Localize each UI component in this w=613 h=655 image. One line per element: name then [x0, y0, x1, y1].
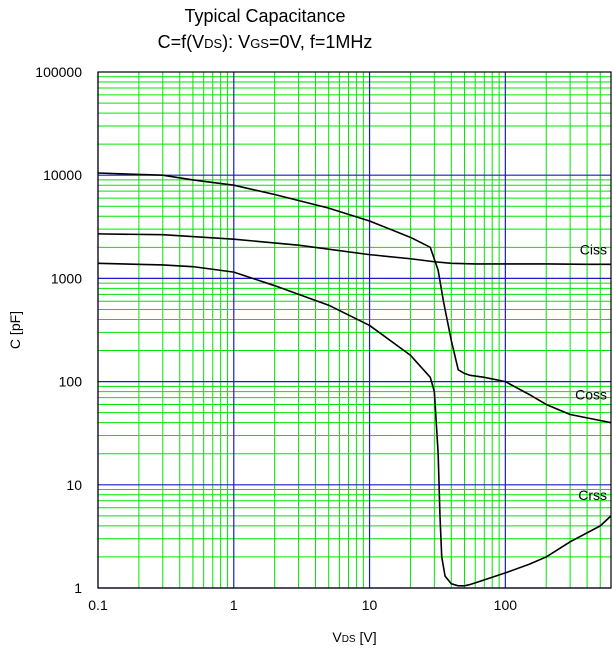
minor-grid — [98, 72, 612, 588]
series-line-ciss — [97, 233, 611, 266]
y-tick-label: 100000 — [35, 64, 82, 80]
y-tick-label: 1 — [74, 580, 82, 596]
y-tick-label: 100 — [59, 374, 83, 390]
major-grid — [97, 72, 611, 589]
series-label-coss: Coss — [575, 386, 607, 402]
series-curves — [97, 172, 612, 587]
series-labels: Ciss Coss Crss — [575, 242, 607, 503]
series-label-ciss: Ciss — [580, 242, 607, 258]
chart-title: Typical Capacitance — [184, 6, 346, 26]
subtitle-part-3: ): V — [222, 32, 251, 52]
y-tick-label: 10000 — [43, 167, 82, 183]
y-tick-label: 10 — [66, 477, 82, 493]
y-tick-labels: 1 10 100 1000 10000 100000 — [35, 64, 82, 596]
subtitle-part-5: =0V, f=1MHz — [268, 32, 373, 52]
y-tick-label: 1000 — [51, 270, 82, 286]
plot-frame — [97, 71, 612, 589]
x-tick-label: 10 — [362, 597, 378, 613]
x-tick-label: 0.1 — [88, 597, 108, 613]
x-axis-label: VDS [V] — [332, 629, 376, 645]
subtitle-part-1: C=f(V — [157, 32, 205, 52]
x-tick-label: 100 — [494, 597, 518, 613]
y-axis-label: C [pF] — [7, 311, 23, 349]
series-line-coss — [97, 172, 612, 424]
x-tick-label: 1 — [230, 597, 238, 613]
subtitle-sub-gs: GS — [250, 36, 269, 51]
x-tick-labels: 0.1 1 10 100 — [88, 597, 517, 613]
series-label-crss: Crss — [578, 487, 607, 503]
subtitle-sub-ds: DS — [204, 36, 223, 51]
series-line-crss — [97, 262, 612, 587]
chart-subtitle: C=f(VDS): VGS=0V, f=1MHz — [60, 32, 470, 53]
